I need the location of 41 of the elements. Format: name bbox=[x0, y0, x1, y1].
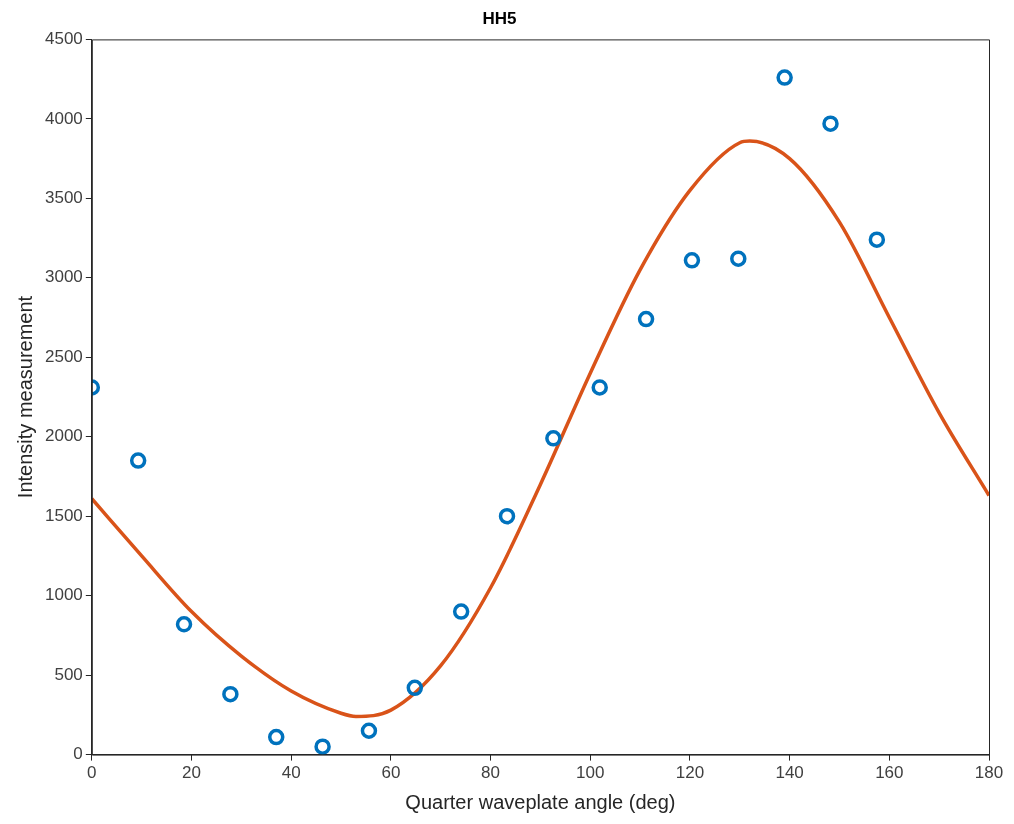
y-tick-label: 2500 bbox=[44, 346, 83, 366]
point bbox=[175, 616, 193, 633]
point bbox=[498, 507, 516, 525]
y-tick-label: 4500 bbox=[44, 29, 83, 49]
point bbox=[222, 685, 239, 703]
y-tick-label: 2000 bbox=[44, 426, 83, 446]
chart-title: HH5 bbox=[482, 8, 517, 28]
x-tick-label: 0 bbox=[87, 763, 97, 783]
y-tick-label: 3500 bbox=[44, 188, 83, 208]
x-tick-label: 20 bbox=[182, 763, 201, 783]
x-tick-label: 120 bbox=[675, 763, 705, 783]
x-tick-label: 160 bbox=[875, 763, 904, 783]
x-tick-label: 180 bbox=[974, 763, 1004, 783]
point bbox=[452, 603, 470, 620]
y-tick-label: 4000 bbox=[44, 108, 83, 128]
point bbox=[267, 728, 285, 746]
point bbox=[730, 250, 747, 267]
point bbox=[545, 430, 562, 447]
x-tick-label: 100 bbox=[576, 763, 605, 783]
point bbox=[314, 738, 331, 755]
point bbox=[129, 452, 147, 469]
point bbox=[360, 722, 378, 740]
point bbox=[868, 231, 886, 248]
point bbox=[406, 679, 424, 697]
y-tick-label: 500 bbox=[54, 664, 83, 684]
x-tick-label: 60 bbox=[381, 763, 401, 783]
line-series bbox=[91, 139, 989, 719]
x-axis-title: Quarter waveplate angle (deg) bbox=[405, 790, 676, 813]
y-tick-label: 1500 bbox=[44, 505, 83, 525]
point bbox=[591, 379, 608, 396]
point bbox=[683, 252, 701, 269]
y-axis-title: Intensity measurement bbox=[13, 295, 36, 499]
x-tick-label: 140 bbox=[775, 763, 804, 783]
point bbox=[822, 115, 839, 132]
y-tick-label: 1000 bbox=[44, 585, 83, 605]
x-tick-label: 40 bbox=[281, 763, 301, 783]
y-tick-label: 0 bbox=[73, 744, 83, 764]
point bbox=[776, 69, 793, 86]
point bbox=[637, 310, 655, 328]
x-tick-label: 80 bbox=[481, 763, 501, 783]
y-tick-label: 3000 bbox=[44, 267, 83, 287]
